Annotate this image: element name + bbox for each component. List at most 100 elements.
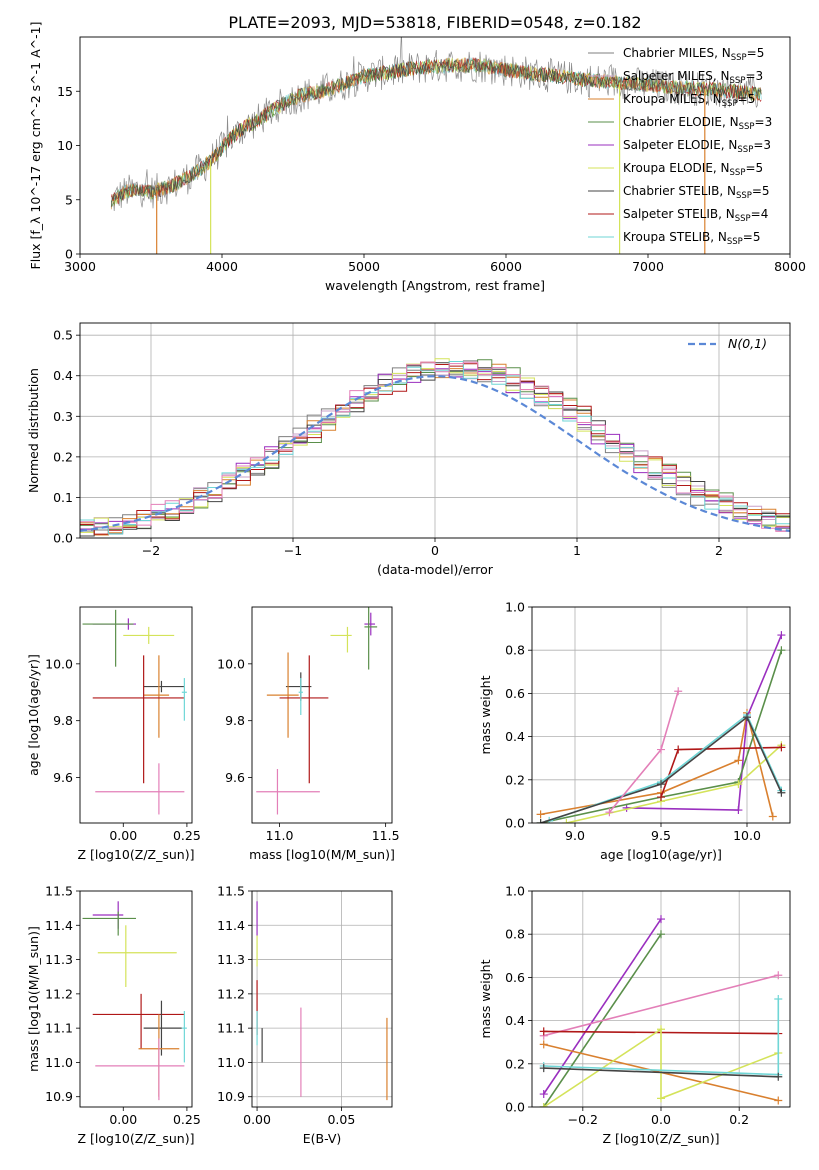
legend-subscript: SSP	[739, 122, 755, 132]
axes-frame	[251, 606, 393, 824]
y-tick-label: 0.8	[505, 643, 525, 658]
x-tick-label: −0.2	[568, 1112, 598, 1127]
y-tick-label: 11.5	[45, 884, 73, 899]
legend-entry: Chabrier ELODIE, NSSP=3	[623, 115, 772, 132]
legend-entry: Salpeter STELIB, NSSP=4	[623, 207, 768, 224]
legend-text: Salpeter MILES, N	[623, 69, 730, 83]
legend-value: =5	[745, 161, 763, 175]
series-marker	[657, 793, 665, 802]
y-tick-label: 0.6	[505, 686, 525, 701]
y-tick-label: 10.0	[217, 656, 245, 671]
series-line-salpeter_elodie	[626, 634, 783, 811]
y-axis-label: mass weight	[478, 675, 493, 754]
x-tick-label: 7000	[632, 259, 664, 274]
plot-area	[80, 358, 790, 537]
x-axis-label: E(B-V)	[303, 1131, 342, 1146]
legend-subscript: SSP	[730, 168, 746, 178]
x-tick-label: 2	[715, 543, 723, 558]
panel-mass_vs_Z: 0.00 0.25 10.9 11.0 11.1 11.2 11.3 11.4 11.5 Z [l…	[26, 884, 201, 1147]
legend-subscript: SSP	[727, 237, 743, 247]
y-tick-label: 10.9	[217, 1089, 245, 1104]
x-tick-label: 10.0	[733, 828, 761, 843]
legend-value: =5	[738, 92, 756, 106]
y-tick-label: 0.2	[53, 449, 73, 464]
histogram-step-extra_pink	[80, 361, 790, 532]
x-tick-label: 0.0	[651, 1112, 671, 1127]
plot-area	[110, 37, 762, 254]
legend-entry: Kroupa STELIB, NSSP=5	[623, 230, 761, 247]
y-tick-label: 11.0	[45, 1055, 73, 1070]
x-axis-label: wavelength [Angstrom, rest frame]	[325, 278, 545, 293]
legend-value: =5	[743, 230, 761, 244]
spectrum-line-chabrier_stelib	[110, 57, 762, 208]
series-line-chabrier_stelib	[543, 1067, 779, 1078]
x-tick-label: 9.0	[565, 828, 585, 843]
series-marker	[774, 995, 783, 1003]
legend-value: =3	[745, 69, 763, 83]
series-marker	[777, 743, 786, 752]
plot-area	[82, 901, 187, 1101]
y-tick-label: 0.2	[505, 772, 525, 787]
x-tick-label: 8000	[774, 259, 806, 274]
y-tick-label: 0.8	[505, 927, 525, 942]
series-marker	[657, 1094, 665, 1103]
legend-text: Kroupa ELODIE, N	[623, 161, 730, 175]
series-marker	[768, 812, 777, 821]
series-line-salpeter_elodie	[543, 918, 662, 1095]
y-tick-label: 9.8	[225, 713, 245, 728]
legend-subscript: SSP	[735, 214, 751, 224]
axes-frame	[79, 36, 791, 255]
legend-entry: Chabrier STELIB, NSSP=5	[623, 184, 770, 201]
panel-age_vs_Z: 0.00 0.25 9.6 9.8 10.0 Z [log10(Z/Z_sun)] age …	[26, 606, 201, 862]
legend-text: Salpeter ELODIE, N	[623, 138, 737, 152]
y-tick-label: 0.0	[505, 1100, 525, 1115]
y-tick-label: 0.1	[53, 490, 73, 505]
series-line-kroupa_stelib	[548, 713, 783, 822]
legend-text: Chabrier MILES, N	[623, 46, 731, 60]
x-axis-label: Z [log10(Z/Z_sun)]	[78, 1131, 195, 1146]
panels: 3000 4000 5000 6000 7000 8000051015wavelength…	[26, 22, 806, 1146]
legend-entry: Kroupa MILES, NSSP=5	[623, 92, 755, 109]
series-marker	[674, 745, 683, 754]
series-line-chabrier_elodie	[540, 649, 783, 823]
x-axis-label: Z [log10(Z/Z_sun)]	[603, 1131, 720, 1146]
series-marker	[539, 1027, 548, 1036]
series-marker	[536, 810, 545, 819]
y-axis-label: Flux [f_λ 10^-17 erg cm^-2 s^-1 A^-1]	[28, 22, 43, 270]
y-tick-label: 0.0	[505, 816, 525, 831]
series-marker	[562, 819, 571, 823]
y-tick-label: 11.2	[217, 986, 245, 1001]
axes-frame	[79, 606, 193, 824]
y-tick-label: 10.9	[45, 1089, 73, 1104]
legend-text: Salpeter STELIB, N	[623, 207, 735, 221]
x-tick-label: 0.25	[173, 1112, 201, 1127]
series-marker	[777, 631, 786, 640]
legend-text: Kroupa MILES, N	[623, 92, 722, 106]
axes-frame	[79, 322, 791, 539]
y-tick-label: 11.1	[45, 1021, 73, 1036]
y-tick-label: 0.5	[53, 328, 73, 343]
spectrum-line-chabrier_miles	[111, 37, 762, 212]
y-tick-label: 11.2	[45, 986, 73, 1001]
x-axis-label: (data-model)/error	[377, 562, 494, 577]
y-tick-label: 5	[65, 192, 73, 207]
x-tick-label: 11.0	[266, 828, 294, 843]
x-tick-label: 0	[431, 543, 439, 558]
series-marker	[539, 1103, 548, 1107]
x-axis-label: mass [log10(M/M_sun)]	[249, 847, 395, 862]
plot-area	[256, 901, 388, 1101]
y-tick-label: 11.4	[45, 918, 73, 933]
y-tick-label: 11.3	[217, 952, 245, 967]
x-tick-label: 3000	[64, 259, 96, 274]
y-axis-label: age [log10(age/yr)]	[26, 654, 41, 776]
legend-value: =5	[752, 184, 770, 198]
y-tick-label: 0.4	[505, 1013, 525, 1028]
x-tick-label: 0.00	[109, 1112, 137, 1127]
series-marker	[774, 971, 783, 980]
series-marker	[734, 780, 743, 789]
y-tick-label: 10.0	[45, 656, 73, 671]
series-line-extra_pink	[608, 690, 679, 813]
series-line-kroupa_elodie	[566, 744, 782, 823]
series-marker	[539, 1090, 548, 1099]
